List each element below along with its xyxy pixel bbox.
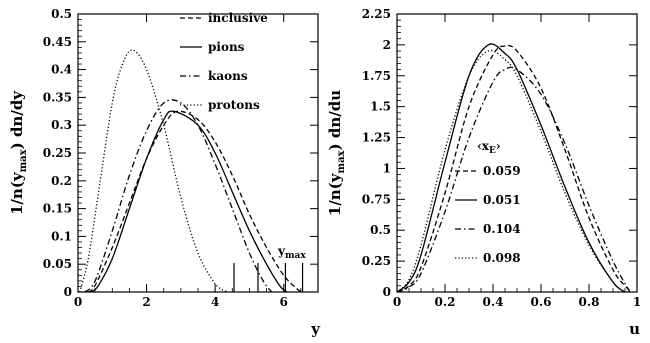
y-tick-label: 0.2: [51, 174, 72, 188]
legend-label-0.059: 0.059: [483, 164, 521, 178]
x-tick-label: 4: [211, 295, 219, 309]
series-line-kaons: [85, 100, 272, 292]
series-line-inclusive: [88, 111, 302, 292]
legend-label-kaons: kaons: [208, 69, 248, 83]
x-tick-label: 0.6: [531, 295, 552, 309]
legend-label-pions: pions: [208, 40, 245, 54]
x-tick-label: 1: [633, 295, 641, 309]
y-tick-label: 0.5: [370, 223, 391, 237]
y-tick-label: 0.75: [362, 192, 391, 206]
ymax-annotation: ymax: [277, 244, 306, 261]
legend-title: ‹xE›: [477, 139, 501, 156]
y-tick-label: 2.25: [362, 7, 391, 21]
y-axis-title: 1/n(ymax) dn/du: [326, 90, 347, 216]
y-tick-label: 0: [383, 285, 391, 299]
x-tick-label: 0.2: [435, 295, 456, 309]
y-tick-label: 0: [64, 285, 72, 299]
y-tick-label: 1: [383, 161, 391, 175]
y-tick-label: 0.45: [43, 35, 72, 49]
x-tick-label: 0.4: [483, 295, 504, 309]
chart-panel-1: 0 0.05 0.1 0.15 0.2 0.25 0.3 0.35 0.4 0.45 0.5 0 2 4 6…: [8, 7, 321, 338]
y-axis-title: 1/n(ymax) dn/dy: [8, 90, 29, 215]
y-tick-label: 1.75: [362, 69, 391, 83]
y-tick-label: 0.25: [43, 146, 72, 160]
y-tick-label: 0.25: [362, 254, 391, 268]
x-axis-title: y: [310, 320, 321, 338]
series-line-protons: [80, 50, 227, 292]
y-tick-label: 1.5: [370, 100, 391, 114]
y-tick-label: 0.3: [51, 118, 72, 132]
y-tick-label: 0.35: [43, 90, 72, 104]
legend-label-0.104: 0.104: [483, 222, 521, 236]
y-tick-label: 0.15: [43, 202, 72, 216]
chart-panel-2: 0 0.25 0.5 0.75 1 1.25 1.5 1.75 2 2.25 0 0.2 0.4 0.6 0…: [326, 7, 641, 338]
y-tick-label: 0.1: [51, 229, 72, 243]
legend-label-inclusive: inclusive: [208, 11, 268, 25]
x-tick-label: 0: [393, 295, 401, 309]
legend-label-0.098: 0.098: [483, 251, 521, 265]
y-tick-label: 2: [383, 38, 391, 52]
legend-label-0.051: 0.051: [483, 193, 521, 207]
y-tick-label: 1.25: [362, 131, 391, 145]
y-tick-label: 0.4: [51, 63, 72, 77]
y-tick-label: 0.05: [43, 257, 72, 271]
legend-label-protons: protons: [208, 98, 260, 112]
x-tick-label: 0: [74, 295, 82, 309]
x-tick-label: 0.8: [579, 295, 600, 309]
x-tick-label: 6: [280, 295, 288, 309]
x-axis-title: u: [629, 320, 640, 338]
y-tick-label: 0.5: [51, 7, 72, 21]
x-tick-label: 2: [142, 295, 150, 309]
